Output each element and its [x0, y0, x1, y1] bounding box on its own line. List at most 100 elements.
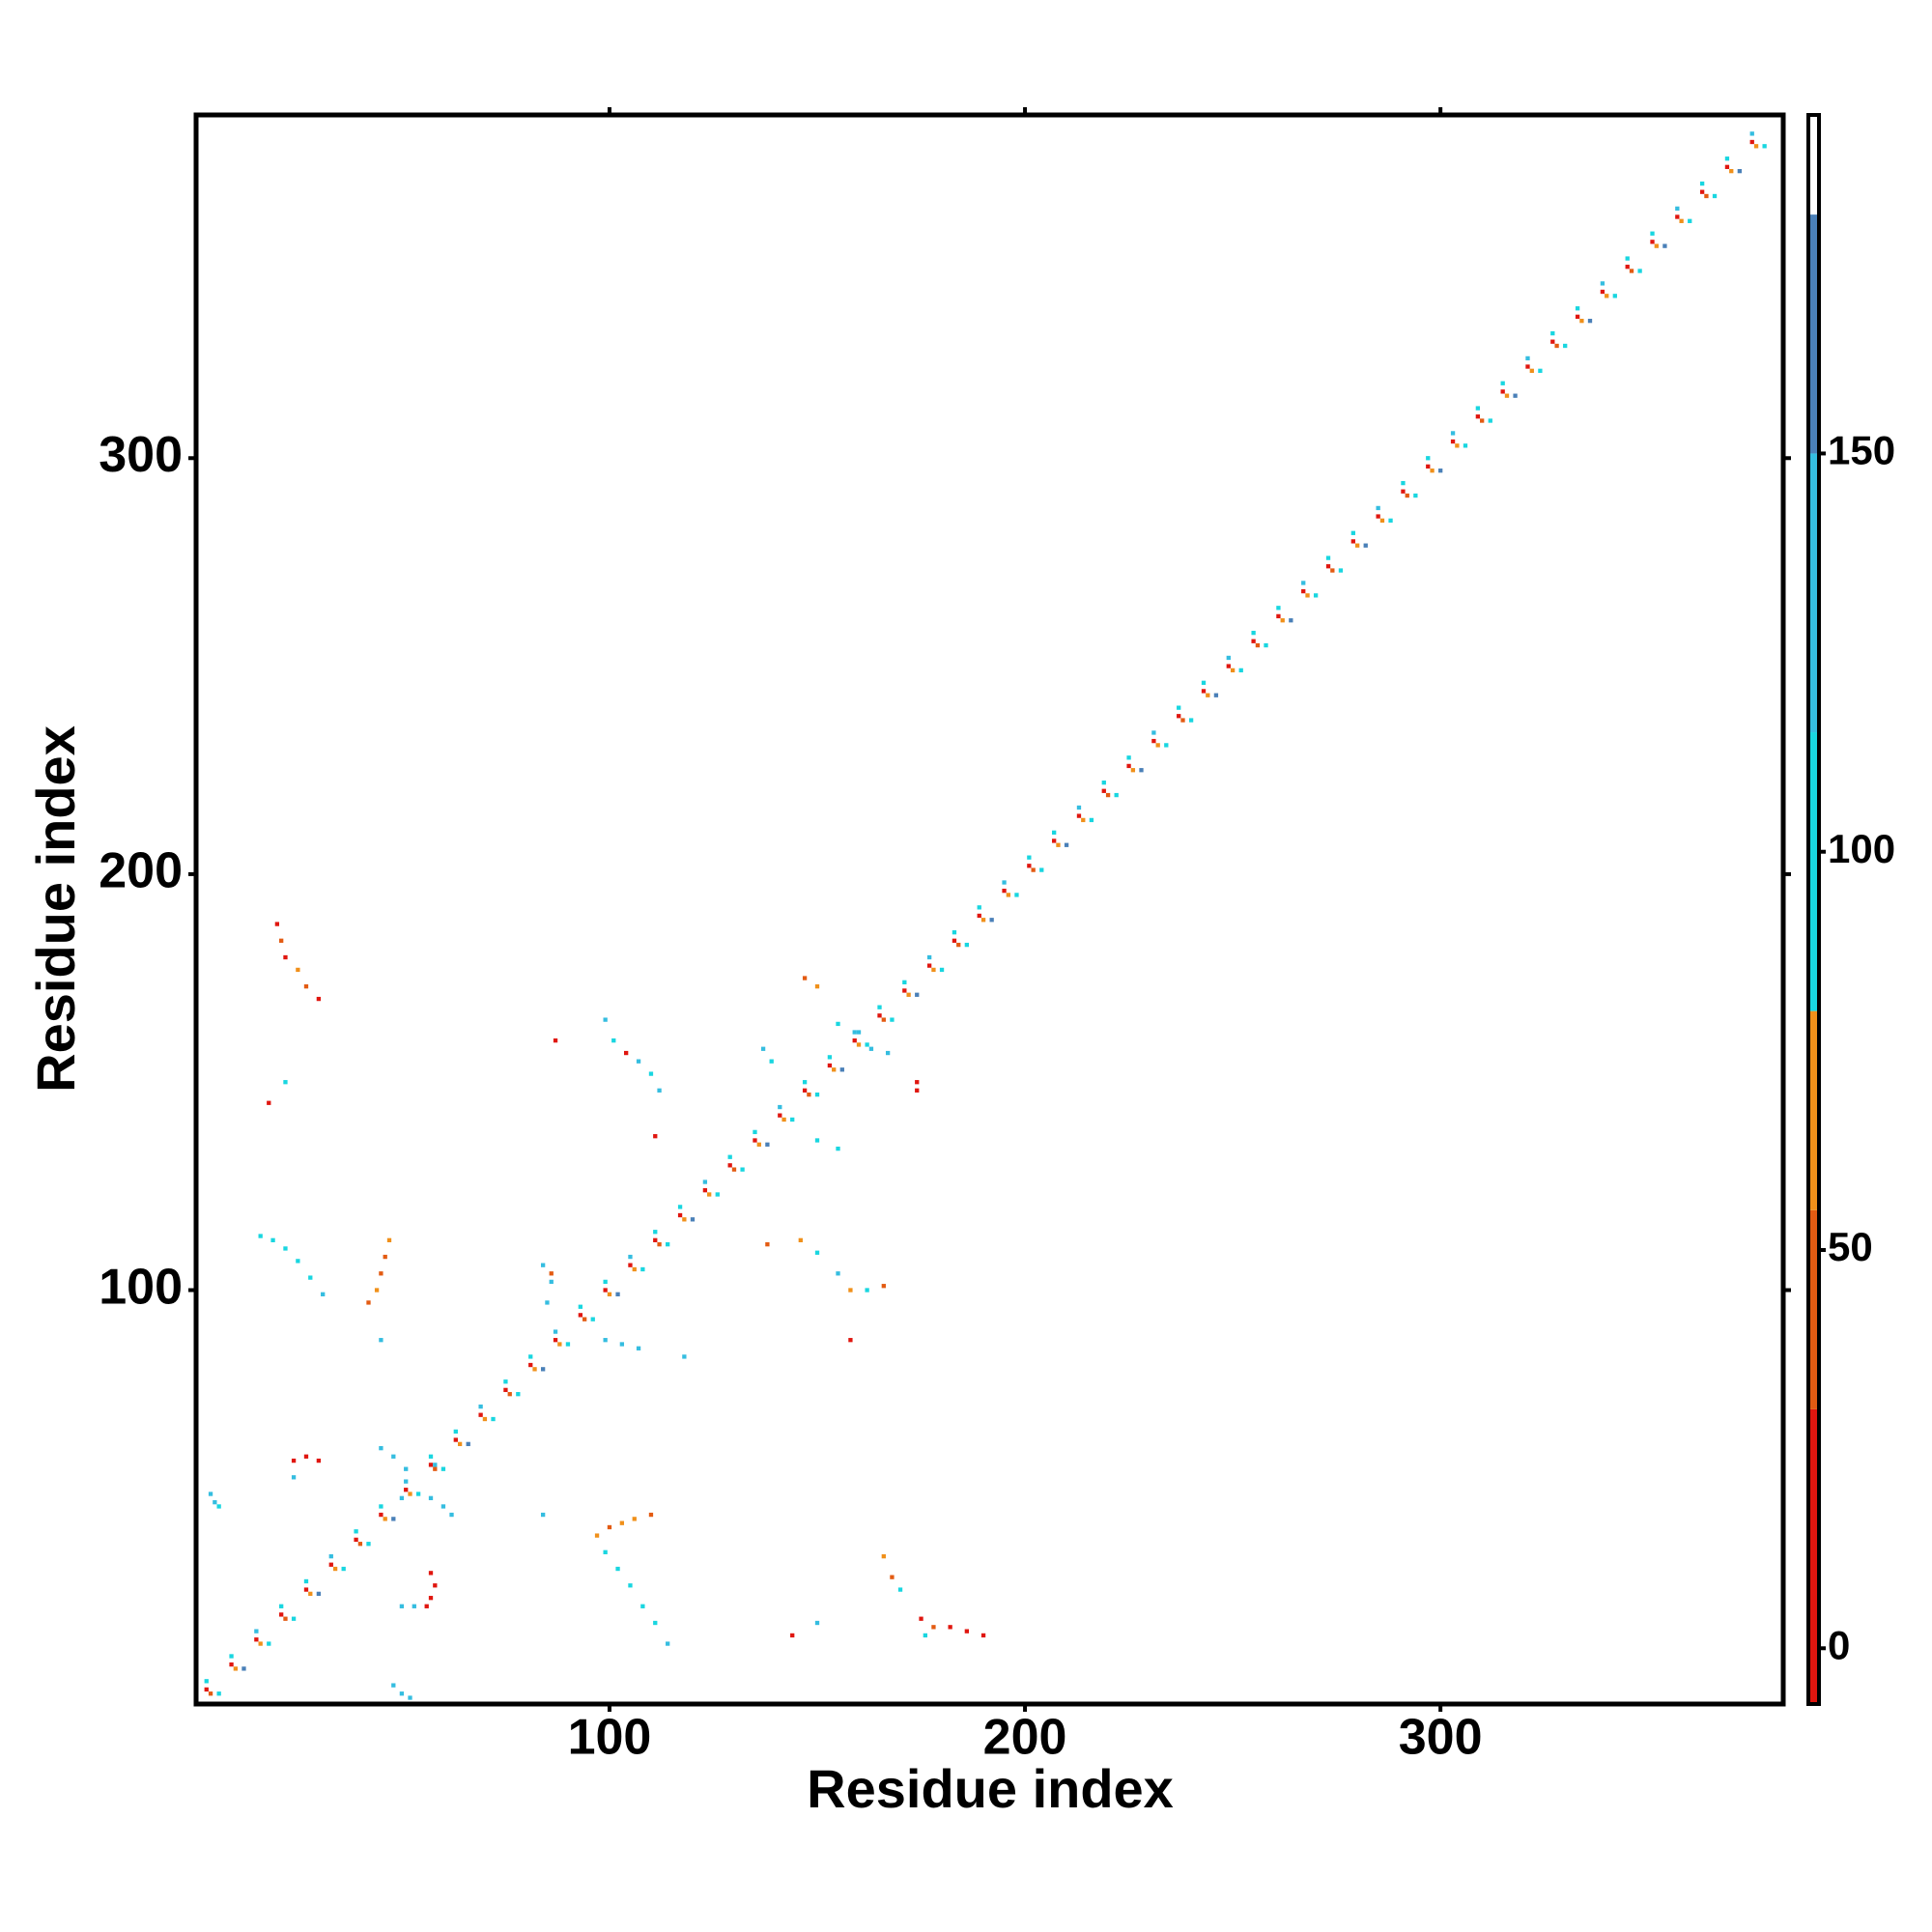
heatmap-cell: [765, 1142, 770, 1147]
heatmap-cell: [1325, 555, 1331, 560]
heatmap-cell: [1325, 564, 1331, 569]
heatmap-cell: [379, 1512, 384, 1518]
heatmap-cell: [868, 1046, 874, 1051]
heatmap-cell: [1313, 593, 1319, 598]
heatmap-cell: [666, 1641, 670, 1646]
x-axis-title: Residue index: [807, 1758, 1174, 1819]
heatmap-cell: [1350, 539, 1355, 544]
heatmap-cell: [503, 1379, 508, 1384]
heatmap-cell: [603, 1279, 608, 1285]
heatmap-cell: [404, 1479, 409, 1484]
heatmap-cell: [628, 1263, 633, 1267]
heatmap-cell: [603, 1288, 608, 1293]
heatmap-cell: [1155, 743, 1160, 748]
heatmap-cell: [1101, 788, 1106, 793]
heatmap-cell: [603, 1017, 608, 1022]
heatmap-cell: [802, 1080, 808, 1085]
heatmap-cell: [291, 1458, 297, 1463]
heatmap-cell: [615, 1566, 620, 1572]
heatmap-cell: [832, 1067, 837, 1072]
colorbar-segment: [1808, 1209, 1819, 1409]
heatmap-cell: [528, 1354, 533, 1359]
heatmap-cell: [440, 1504, 446, 1509]
heatmap-cell: [753, 1129, 757, 1135]
heatmap-cell: [1688, 218, 1692, 223]
heatmap-cell: [453, 1429, 458, 1435]
heatmap-cell: [328, 1562, 333, 1567]
heatmap-cell: [1264, 642, 1268, 648]
heatmap-cell: [848, 1338, 853, 1343]
heatmap-cell: [1550, 339, 1555, 344]
heatmap-cell: [379, 1504, 384, 1509]
heatmap-cell: [491, 1416, 496, 1422]
heatmap-cell: [1749, 139, 1754, 145]
heatmap-cell: [1251, 639, 1256, 643]
heatmap-cell: [528, 1362, 533, 1368]
heatmap-cell: [753, 1138, 757, 1143]
heatmap-cell: [1305, 593, 1310, 598]
heatmap-cell: [1538, 368, 1543, 373]
y-tick-label: 100: [99, 1259, 183, 1315]
heatmap-cell: [594, 1533, 600, 1538]
heatmap-cell: [503, 1387, 508, 1393]
heatmap-cell: [827, 1055, 833, 1060]
heatmap-cell: [814, 1092, 820, 1097]
heatmap-cell: [648, 1512, 654, 1518]
heatmap-cell: [279, 1604, 284, 1608]
heatmap-cell: [1650, 231, 1655, 236]
heatmap-cell: [977, 905, 981, 910]
heatmap-cell: [433, 1463, 438, 1467]
heatmap-cell: [1379, 518, 1385, 524]
heatmap-cell: [415, 1492, 421, 1496]
heatmap-cell: [702, 1188, 708, 1193]
heatmap-cell: [1488, 418, 1492, 423]
heatmap-cell: [208, 1691, 213, 1696]
heatmap-cell: [332, 1566, 338, 1572]
heatmap-cell: [428, 1495, 434, 1500]
y-tick-label: 200: [99, 843, 183, 899]
heatmap-cell: [852, 1037, 857, 1043]
heatmap-cell: [657, 1242, 662, 1247]
colorbar-segment: [1808, 115, 1819, 215]
heatmap-cell: [404, 1488, 409, 1492]
heatmap-cell: [1330, 568, 1335, 573]
heatmap-cell: [827, 1063, 833, 1068]
heatmap-cell: [1064, 842, 1069, 847]
heatmap-cell: [836, 1146, 840, 1151]
heatmap-cell: [923, 1633, 927, 1638]
heatmap-cell: [279, 1612, 284, 1617]
heatmap-cell: [213, 1499, 217, 1505]
heatmap-cell: [557, 1342, 562, 1347]
heatmap-cell: [1550, 330, 1555, 336]
heatmap-cell: [391, 1517, 396, 1521]
heatmap-cell: [802, 1088, 808, 1093]
heatmap-cell: [702, 1179, 708, 1184]
heatmap-cell: [1255, 642, 1261, 648]
heatmap-cell: [653, 1230, 658, 1235]
heatmap-cell: [399, 1691, 405, 1696]
heatmap-cell: [283, 1080, 288, 1085]
heatmap-cell: [1230, 668, 1236, 673]
heatmap-cell: [980, 918, 986, 923]
colorbar-frame: [1806, 113, 1821, 1706]
heatmap-cell: [283, 1616, 288, 1621]
heatmap-cell: [283, 954, 288, 960]
heatmap-cell: [1554, 343, 1559, 349]
heatmap-cell: [1006, 893, 1011, 897]
heatmap-cell: [274, 922, 280, 926]
heatmap-cell: [1450, 439, 1456, 444]
heatmap-cell: [1475, 414, 1481, 419]
heatmap-cell: [1126, 763, 1131, 769]
heatmap-cell: [1076, 805, 1082, 810]
heatmap-cell: [1301, 581, 1306, 585]
heatmap-cell: [814, 1250, 820, 1255]
heatmap-cell: [865, 1288, 869, 1293]
heatmap-cell: [1438, 469, 1443, 473]
heatmap-cell: [636, 1059, 641, 1064]
heatmap-cell: [915, 1080, 920, 1085]
heatmap-cell: [1076, 813, 1082, 818]
heatmap-cell: [856, 1042, 862, 1047]
heatmap-cell: [303, 1454, 309, 1459]
heatmap-cell: [657, 1088, 662, 1093]
